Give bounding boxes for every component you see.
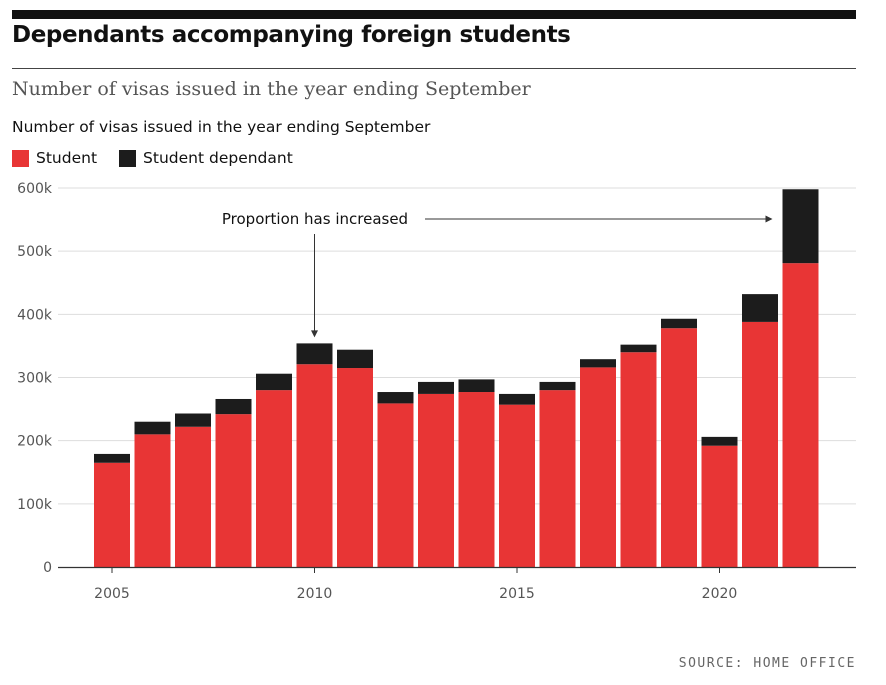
bar-student-dependant: [215, 398, 252, 415]
top-rule: [12, 10, 856, 19]
legend-item-student-dependant: Student dependant: [119, 149, 293, 167]
bar-student-dependant: [620, 344, 657, 353]
y-tick-label: 200k: [17, 434, 53, 450]
bar-student: [499, 404, 535, 567]
bar-student: [134, 434, 171, 567]
legend-swatch-student-dependant: [119, 149, 137, 167]
legend-swatch-student: [12, 149, 29, 167]
bar-student-dependant: [580, 359, 616, 368]
bar-student: [94, 462, 130, 567]
y-tick-label: 500k: [17, 244, 53, 260]
bar-student: [701, 445, 738, 567]
y-tick-label: 300k: [17, 371, 53, 387]
bar-student-dependant: [296, 343, 333, 365]
bar-student: [580, 367, 616, 567]
y-tick-label: 600k: [17, 181, 53, 197]
bar-student: [620, 352, 657, 567]
bar-student-dependant: [661, 318, 697, 329]
annotation-arrowhead: [311, 330, 318, 338]
stacked-bar-chart: 0 100k 200k 300k 400k 500k 600k 2005 2010 2015 202…: [17, 181, 856, 602]
bar-student-dependant: [134, 421, 171, 435]
bar-student: [782, 263, 819, 567]
annotation-arrowhead: [765, 215, 773, 223]
bar-student: [215, 414, 252, 567]
bar-student: [742, 321, 778, 567]
bar-student-dependant: [256, 373, 292, 391]
bar-student: [458, 392, 495, 567]
bar-student-dependant: [782, 189, 819, 264]
x-tick-label: 2010: [297, 586, 333, 602]
y-tick-label: 400k: [17, 307, 53, 323]
axis-layer: 0 100k 200k 300k 400k 500k 600k 2005 2010 2015 202…: [17, 181, 856, 602]
chart-inner-title: Number of visas issued in the year endin…: [12, 118, 431, 136]
bar-student: [539, 390, 576, 567]
chart-legend: Student Student dependant: [12, 147, 315, 169]
bar-student: [296, 364, 333, 567]
bar-student: [661, 328, 697, 567]
chart-subtitle: Number of visas issued in the year endin…: [12, 78, 531, 100]
bar-student-dependant: [175, 413, 211, 427]
bar-student-dependant: [377, 392, 414, 404]
annotation-text: Proportion has increased: [222, 210, 408, 228]
legend-label-student-dependant: Student dependant: [143, 149, 293, 167]
bar-student-dependant: [499, 393, 535, 405]
legend-item-student: Student: [12, 149, 97, 167]
bar-student: [418, 393, 454, 567]
bar-student: [377, 403, 414, 567]
x-tick-label: 2005: [94, 586, 130, 602]
annotation-layer: Proportion has increased: [222, 210, 773, 338]
bar-student-dependant: [539, 381, 576, 391]
bar-student: [175, 426, 211, 567]
bar-student-dependant: [742, 294, 778, 322]
title-rule: [12, 68, 856, 69]
bar-student: [256, 390, 292, 567]
bar-student-dependant: [418, 381, 454, 394]
x-tick-label: 2015: [499, 586, 535, 602]
bar-student: [337, 368, 373, 567]
source-note: SOURCE: HOME OFFICE: [678, 656, 856, 671]
y-tick-label: 100k: [17, 497, 53, 513]
x-tick-label: 2020: [702, 586, 738, 602]
bar-student-dependant: [458, 379, 495, 393]
legend-label-student: Student: [36, 149, 98, 167]
bar-student-dependant: [337, 349, 373, 369]
y-tick-label: 0: [43, 560, 52, 576]
bar-student-dependant: [701, 436, 738, 446]
bar-student-dependant: [94, 453, 130, 463]
bar-layer: [94, 189, 819, 567]
chart-title: Dependants accompanying foreign students: [12, 22, 571, 48]
